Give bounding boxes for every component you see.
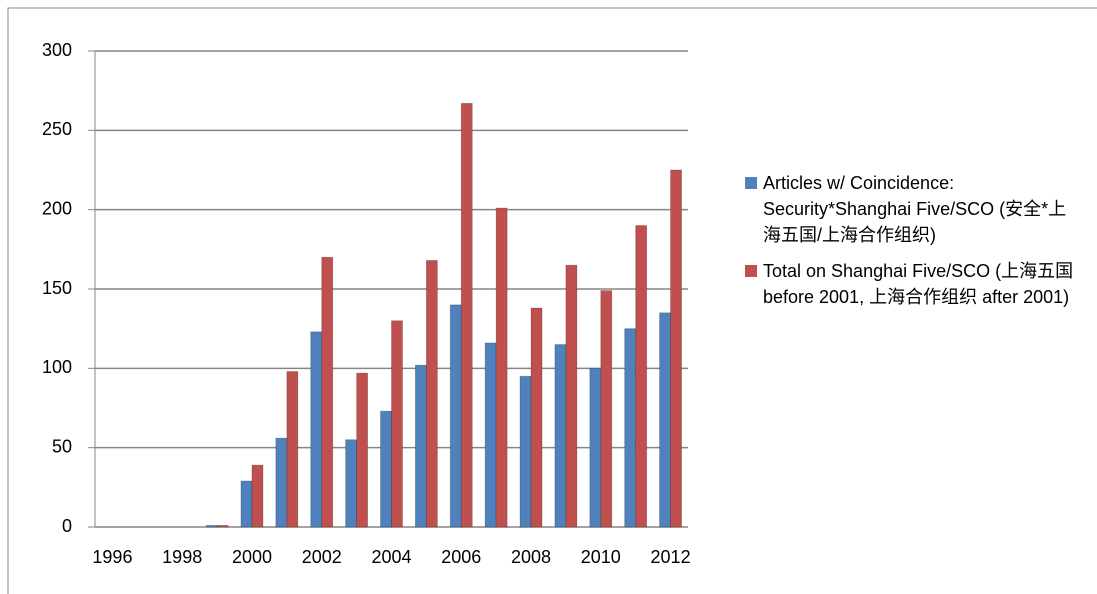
bar <box>356 372 369 528</box>
legend-label: Total on Shanghai Five/SCO (上海五国 before … <box>763 261 1074 307</box>
y-tick-label: 100 <box>42 357 72 377</box>
bar <box>275 437 288 528</box>
legend-entry: Articles w/ Coincidence: Security*Shangh… <box>745 170 1075 248</box>
legend-swatch <box>745 265 757 277</box>
bar <box>589 367 602 528</box>
y-tick-label: 300 <box>42 40 72 60</box>
bar <box>414 364 427 528</box>
x-tick-label: 2004 <box>371 547 411 567</box>
bar <box>449 304 462 528</box>
y-tick-label: 250 <box>42 119 72 139</box>
bar <box>670 169 682 528</box>
x-tick-label: 2000 <box>232 547 272 567</box>
x-tick-label: 1996 <box>92 547 132 567</box>
bar <box>484 342 497 528</box>
bar <box>600 290 613 528</box>
legend-entry: Total on Shanghai Five/SCO (上海五国 before … <box>745 258 1075 310</box>
bar <box>460 102 473 528</box>
bar <box>554 344 567 528</box>
legend-swatch <box>745 177 757 189</box>
chart-border <box>7 7 1097 594</box>
bar <box>205 525 218 528</box>
bar <box>286 371 299 528</box>
x-tick-label: 2008 <box>511 547 551 567</box>
bar <box>495 207 508 528</box>
x-tick-label: 1998 <box>162 547 202 567</box>
y-tick-label: 200 <box>42 198 72 218</box>
bar <box>530 307 543 528</box>
bar <box>624 328 637 528</box>
bar <box>391 320 403 528</box>
bar <box>635 225 648 528</box>
bar <box>380 410 392 528</box>
bar <box>519 375 532 528</box>
bar <box>251 464 264 528</box>
bar <box>425 260 438 528</box>
y-tick-label: 50 <box>52 436 72 456</box>
x-tick-label: 2002 <box>302 547 342 567</box>
y-tick-label: 150 <box>42 278 72 298</box>
legend: Articles w/ Coincidence: Security*Shangh… <box>745 170 1075 320</box>
bar <box>310 331 323 528</box>
y-tick-label: 0 <box>62 516 72 536</box>
bar <box>240 480 253 528</box>
legend-label: Articles w/ Coincidence: Security*Shangh… <box>763 173 1067 245</box>
bar <box>216 525 229 528</box>
bar <box>321 256 334 528</box>
bar <box>659 312 671 528</box>
x-tick-label: 2012 <box>651 547 691 567</box>
x-tick-label: 2010 <box>581 547 621 567</box>
bar <box>345 439 358 528</box>
bar <box>565 264 578 528</box>
x-tick-label: 2006 <box>441 547 481 567</box>
